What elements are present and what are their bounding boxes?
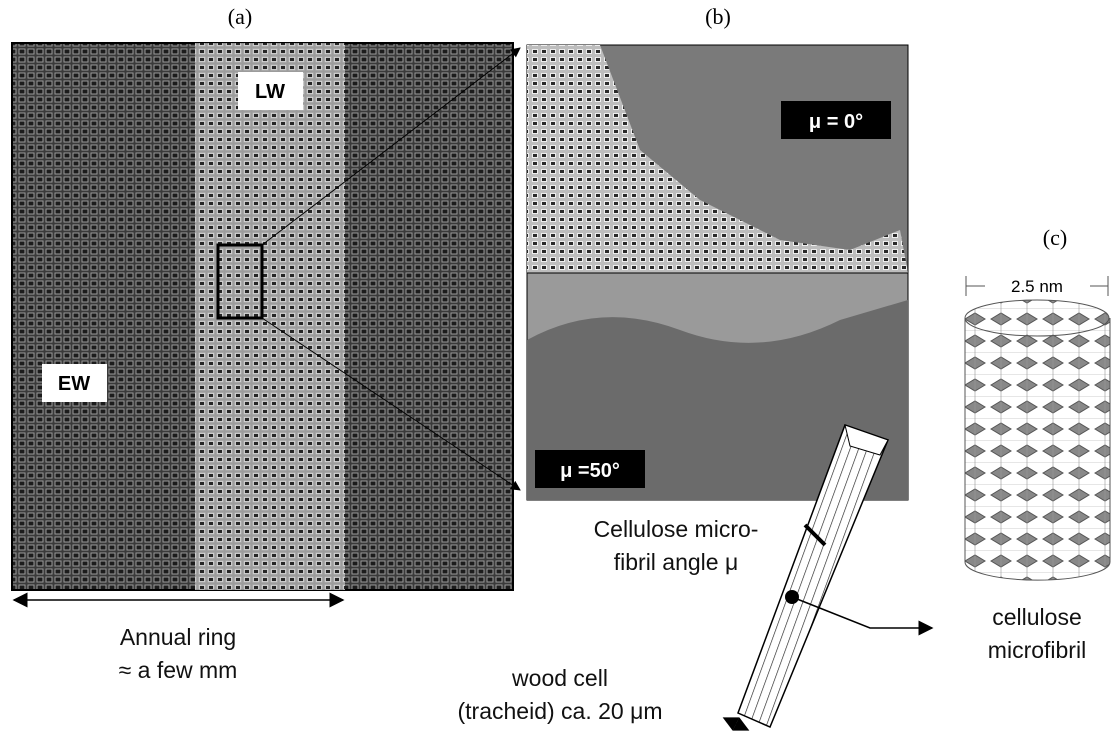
panel-label: (c) <box>1043 225 1067 250</box>
panel-label: (b) <box>705 4 731 29</box>
angle-label: μ = 0° <box>809 111 863 133</box>
diameter-label: 2.5 nm <box>1011 277 1063 296</box>
caption: (tracheid) ca. 20 μm <box>458 698 663 724</box>
caption: cellulose <box>992 604 1082 630</box>
cylinder-top <box>965 300 1109 336</box>
width-arrow <box>724 718 748 730</box>
caption: ≈ a few mm <box>119 657 238 683</box>
angle-label: μ =50° <box>560 460 620 482</box>
caption: fibril angle μ <box>614 549 738 575</box>
caption: Annual ring <box>120 624 236 650</box>
caption: wood cell <box>511 665 608 691</box>
earlywood-label: EW <box>58 373 90 395</box>
figure: (a) LW EW Annual ring ≈ a few mm (b) μ =… <box>0 0 1120 733</box>
panel-label: (a) <box>228 4 252 29</box>
caption: Cellulose micro- <box>594 516 759 542</box>
microfibril-cylinder <box>965 318 1110 580</box>
latewood-label: LW <box>255 81 285 103</box>
caption: microfibril <box>988 637 1086 663</box>
